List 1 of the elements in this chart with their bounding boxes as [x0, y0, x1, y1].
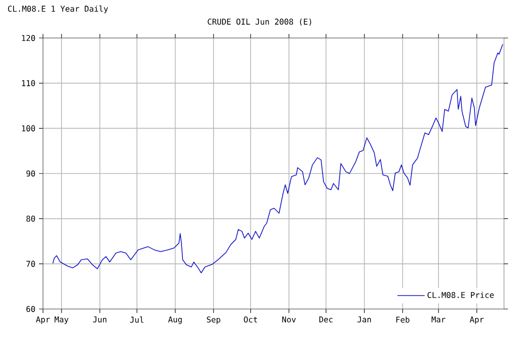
- line-series: [52, 44, 504, 274]
